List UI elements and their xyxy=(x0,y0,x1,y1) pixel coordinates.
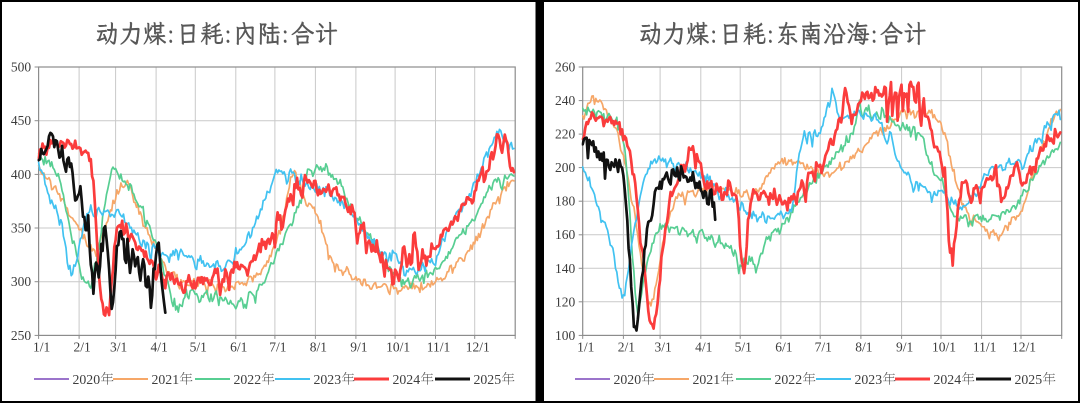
svg-text:120: 120 xyxy=(555,294,576,309)
svg-text:250: 250 xyxy=(11,328,32,343)
svg-text:7/1: 7/1 xyxy=(815,340,832,355)
svg-text:200: 200 xyxy=(555,160,576,175)
svg-text:3/1: 3/1 xyxy=(654,340,671,355)
svg-text:240: 240 xyxy=(555,93,576,108)
svg-text:400: 400 xyxy=(11,167,32,182)
svg-text:220: 220 xyxy=(555,127,576,142)
svg-text:5/1: 5/1 xyxy=(735,340,752,355)
svg-text:2023: 2023 xyxy=(855,372,883,387)
svg-text:8/1: 8/1 xyxy=(310,340,327,355)
svg-text:12/1: 12/1 xyxy=(466,340,490,355)
svg-text:2021: 2021 xyxy=(152,372,180,387)
svg-text:100: 100 xyxy=(555,328,576,343)
svg-text:4/1: 4/1 xyxy=(150,340,167,355)
svg-text:180: 180 xyxy=(555,194,576,209)
svg-text:7/1: 7/1 xyxy=(269,340,286,355)
svg-text:11/1: 11/1 xyxy=(973,340,997,355)
svg-text:500: 500 xyxy=(11,60,32,75)
svg-text:12/1: 12/1 xyxy=(1012,340,1036,355)
svg-text:5/1: 5/1 xyxy=(190,340,207,355)
svg-text:2022: 2022 xyxy=(775,372,803,387)
svg-text:1/1: 1/1 xyxy=(577,340,594,355)
svg-text:2025: 2025 xyxy=(1015,372,1043,387)
svg-text:300: 300 xyxy=(11,274,32,289)
svg-text:450: 450 xyxy=(11,113,32,128)
svg-text:140: 140 xyxy=(555,261,576,276)
svg-text:6/1: 6/1 xyxy=(775,340,792,355)
svg-text:160: 160 xyxy=(555,227,576,242)
svg-text:10/1: 10/1 xyxy=(386,340,410,355)
svg-text:10/1: 10/1 xyxy=(932,340,956,355)
svg-text:2/1: 2/1 xyxy=(618,340,635,355)
svg-text:1/1: 1/1 xyxy=(33,340,50,355)
svg-text:260: 260 xyxy=(555,60,576,75)
svg-text:3/1: 3/1 xyxy=(110,340,127,355)
svg-text:4/1: 4/1 xyxy=(695,340,712,355)
svg-text:2025: 2025 xyxy=(474,372,502,387)
svg-text:2020: 2020 xyxy=(73,372,101,387)
svg-text:6/1: 6/1 xyxy=(230,340,247,355)
svg-text:8/1: 8/1 xyxy=(855,340,872,355)
svg-text:2024: 2024 xyxy=(393,372,421,387)
svg-text:2023: 2023 xyxy=(314,372,342,387)
svg-text:11/1: 11/1 xyxy=(427,340,451,355)
svg-text:9/1: 9/1 xyxy=(350,340,367,355)
svg-text:2022: 2022 xyxy=(234,372,262,387)
svg-text:2024: 2024 xyxy=(934,372,962,387)
svg-text:2/1: 2/1 xyxy=(73,340,90,355)
svg-text:9/1: 9/1 xyxy=(896,340,913,355)
svg-text:350: 350 xyxy=(11,221,32,236)
svg-text:2021: 2021 xyxy=(693,372,721,387)
svg-text:2020: 2020 xyxy=(614,372,642,387)
